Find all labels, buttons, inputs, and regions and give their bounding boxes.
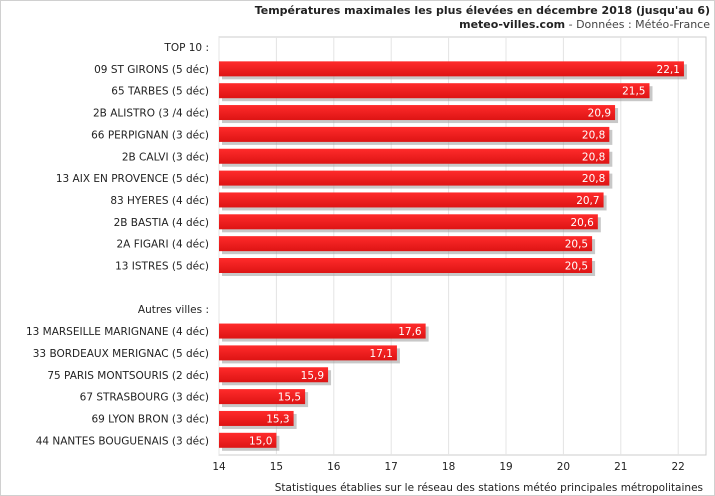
bar-value-label: 20,5 [565, 261, 588, 273]
bar-value-label: 20,5 [565, 239, 588, 251]
bar [219, 367, 329, 383]
x-tick-label: 20 [557, 461, 570, 473]
bar [219, 126, 610, 142]
category-labels: TOP 10 : 09 ST GIRONS (5 déc) 65 TARBES (5… [26, 42, 209, 447]
chart-subtitle: meteo-villes.com - Données : Météo-Franc… [459, 18, 710, 31]
bar-value-label: 15,0 [249, 435, 272, 447]
category-label: 13 AIX EN PROVENCE (5 déc) [56, 173, 209, 185]
x-tick-label: 22 [672, 461, 685, 473]
category-label: 2B ALISTRO (3 /4 déc) [93, 108, 209, 120]
bar-value-label: 20,7 [576, 195, 599, 207]
category-label: 65 TARBES (5 déc) [111, 86, 209, 98]
category-label: 2B BASTIA (4 déc) [114, 217, 209, 229]
bar [219, 410, 294, 426]
x-tick-label: 17 [385, 461, 398, 473]
bar-value-label: 20,6 [570, 217, 594, 229]
category-label: 44 NANTES BOUGUENAIS (3 déc) [36, 435, 209, 447]
bar [219, 170, 610, 186]
bar-value-label: 20,8 [582, 129, 605, 141]
category-label: 09 ST GIRONS (5 déc) [94, 64, 209, 76]
category-label: 2A FIGARI (4 déc) [117, 239, 210, 251]
category-label: 2B CALVI (3 déc) [122, 151, 209, 163]
bars: 22,1 21,5 20,9 20,8 20,8 20,8 20,7 20,6 20,5 20,5… [219, 61, 687, 451]
group-header-label: Autres villes : [138, 304, 209, 316]
x-axis-ticks: 14 15 16 17 18 19 20 21 22 [212, 461, 685, 473]
category-label: 75 PARIS MONTSOURIS (2 déc) [47, 370, 209, 382]
x-tick-label: 21 [614, 461, 627, 473]
x-tick-label: 16 [327, 461, 341, 473]
group-header-label: TOP 10 : [163, 42, 209, 54]
bar-value-label: 22,1 [657, 64, 680, 76]
bar [219, 345, 397, 361]
bar-value-label: 20,8 [582, 173, 605, 185]
bar-value-label: 17,1 [370, 348, 393, 360]
category-label: 33 BORDEAUX MERIGNAC (5 déc) [33, 348, 209, 360]
bar-value-label: 17,6 [398, 326, 422, 338]
bar [219, 258, 593, 273]
x-tick-label: 15 [270, 461, 283, 473]
bar-value-label: 15,5 [278, 392, 301, 404]
bar-value-label: 20,9 [588, 108, 611, 120]
x-tick-label: 14 [212, 461, 226, 473]
bar [219, 389, 306, 405]
bar-value-label: 15,9 [301, 370, 324, 382]
subtitle-brand: meteo-villes.com [459, 18, 565, 31]
chart-footer: Statistiques établies sur le réseau des … [275, 482, 703, 494]
subtitle-source: - Données : Météo-France [565, 18, 710, 31]
category-label: 67 STRASBOURG (3 déc) [80, 392, 209, 404]
bar-value-label: 21,5 [622, 86, 645, 98]
bar [219, 148, 610, 164]
chart-title: Températures maximales les plus élevées … [255, 4, 710, 17]
category-label: 13 MARSEILLE MARIGNANE (4 déc) [26, 326, 209, 338]
category-label: 66 PERPIGNAN (3 déc) [91, 129, 209, 141]
x-tick-label: 18 [442, 461, 455, 473]
bar-value-label: 15,3 [266, 413, 289, 425]
bar [219, 214, 598, 230]
bar [219, 192, 604, 208]
category-label: 83 HYERES (4 déc) [110, 195, 209, 207]
category-label: 13 ISTRES (5 déc) [115, 261, 209, 273]
bar [219, 61, 684, 77]
bar [219, 323, 426, 339]
bar [219, 105, 616, 121]
category-label: 69 LYON BRON (3 déc) [91, 413, 209, 425]
bar [219, 236, 593, 252]
x-tick-label: 19 [499, 461, 512, 473]
bar-value-label: 20,8 [582, 151, 605, 163]
bar [219, 83, 650, 99]
bar [219, 432, 277, 448]
